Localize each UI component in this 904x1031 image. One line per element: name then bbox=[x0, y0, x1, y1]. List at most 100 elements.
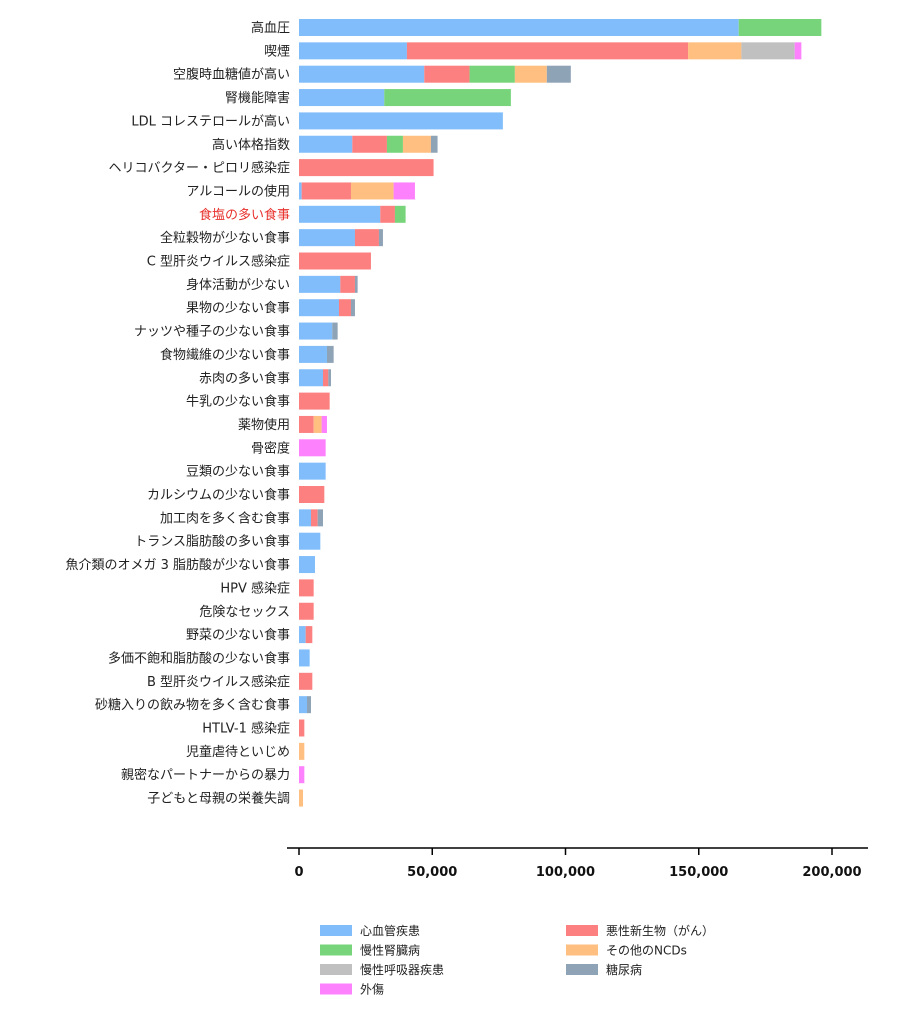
x-tick-label: 50,000 bbox=[407, 865, 457, 880]
bar-segment bbox=[299, 299, 339, 317]
bar-segment bbox=[350, 299, 355, 317]
legend-label: 糖尿病 bbox=[606, 962, 642, 977]
category-label: 腎機能障害 bbox=[225, 90, 290, 106]
bar-segment bbox=[299, 345, 327, 363]
legend-label: 心血管疾患 bbox=[360, 923, 420, 938]
bar-segment bbox=[326, 345, 334, 363]
legend-label: その他のNCDs bbox=[606, 944, 687, 958]
category-label: HPV 感染症 bbox=[220, 580, 290, 596]
category-label: トランス脂肪酸の多い食事 bbox=[134, 534, 290, 550]
bar-segment bbox=[299, 532, 321, 550]
bar-segment bbox=[354, 275, 358, 293]
bar-segment bbox=[299, 602, 314, 620]
category-label: B 型肝炎ウイルス感染症 bbox=[147, 674, 290, 690]
bar-segment bbox=[299, 229, 355, 247]
x-tick-label: 100,000 bbox=[536, 865, 595, 880]
legend-swatch bbox=[566, 944, 598, 956]
bar-segment bbox=[299, 89, 385, 107]
bar-segment bbox=[299, 766, 305, 784]
bar-segment bbox=[322, 369, 329, 387]
bar-segment bbox=[469, 65, 515, 83]
category-label: C 型肝炎ウイルス感染症 bbox=[147, 254, 290, 270]
bar-segment bbox=[741, 42, 795, 60]
bar-segment bbox=[340, 275, 355, 293]
bar-segment bbox=[350, 182, 394, 200]
bar-segment bbox=[299, 19, 739, 36]
bar-segment bbox=[307, 696, 311, 714]
bar-segment bbox=[354, 229, 379, 247]
bar-segment bbox=[299, 719, 305, 737]
bar-segment bbox=[394, 205, 406, 223]
bar-segment bbox=[393, 182, 415, 200]
bar-segment bbox=[299, 205, 381, 223]
category-label: 多価不飽和脂肪酸の少ない食事 bbox=[108, 650, 290, 666]
bar-segment bbox=[352, 135, 387, 153]
bar-segment bbox=[338, 299, 351, 317]
x-tick-label: 150,000 bbox=[669, 865, 728, 880]
bar-segment bbox=[299, 159, 434, 177]
bar-segment bbox=[514, 65, 547, 83]
category-label: 薬物使用 bbox=[238, 417, 290, 433]
category-label: 魚介類のオメガ 3 脂肪酸が少ない食事 bbox=[65, 557, 290, 573]
bar-segment bbox=[310, 509, 318, 527]
category-label: 高い体格指数 bbox=[212, 137, 290, 153]
category-label: 空腹時血糖値が高い bbox=[173, 67, 290, 83]
category-label: 豆類の少ない食事 bbox=[186, 464, 290, 480]
bar-segment bbox=[380, 205, 395, 223]
bar-segment bbox=[299, 182, 302, 200]
x-tick-label: 200,000 bbox=[802, 865, 861, 880]
bar-segment bbox=[406, 42, 689, 60]
bar-segment bbox=[738, 19, 822, 36]
legend-swatch bbox=[320, 983, 352, 995]
bar-segment bbox=[299, 579, 314, 597]
bar-segment bbox=[688, 42, 742, 60]
bar-segment bbox=[299, 509, 311, 527]
category-label: 牛乳の少ない食事 bbox=[186, 394, 290, 410]
category-label: 身体活動が少ない bbox=[186, 277, 290, 293]
legend-label: 慢性呼吸器疾患 bbox=[360, 962, 444, 977]
category-label: 危険なセックス bbox=[199, 605, 290, 620]
category-label: ナッツや種子の少ない食事 bbox=[134, 324, 290, 340]
category-label: 食塩の多い食事 bbox=[199, 207, 290, 223]
bar-segment bbox=[299, 556, 315, 574]
bar-segment bbox=[299, 486, 325, 503]
bar-segment bbox=[384, 89, 511, 107]
legend-swatch bbox=[320, 925, 352, 936]
bar-segment bbox=[299, 65, 425, 83]
category-label: 児童虐待といじめ bbox=[186, 744, 290, 760]
bar-segment bbox=[332, 322, 338, 340]
x-axis: 0 50,000 100,000 150,000 200,000 bbox=[287, 847, 868, 880]
legend-swatch bbox=[320, 944, 352, 956]
bar-segment bbox=[299, 112, 503, 130]
bar-segment bbox=[386, 135, 403, 153]
category-label: 赤肉の多い食事 bbox=[199, 370, 290, 386]
bar-segment bbox=[299, 789, 303, 807]
category-label: ヘリコバクター・ピロリ感染症 bbox=[109, 160, 290, 176]
category-label: 砂糖入りの飲み物を多く含む食事 bbox=[95, 697, 290, 713]
bar-segment bbox=[317, 509, 323, 527]
bar-segment bbox=[299, 392, 330, 410]
bar-segment bbox=[299, 252, 371, 270]
category-label: 全粒穀物が少ない食事 bbox=[160, 230, 290, 246]
category-label: 親密なパートナーからの暴力 bbox=[121, 767, 290, 783]
bar-segment bbox=[402, 135, 431, 153]
category-label: アルコールの使用 bbox=[186, 183, 290, 199]
bar-segment bbox=[328, 369, 331, 387]
legend-swatch bbox=[566, 964, 598, 975]
category-label: 骨密度 bbox=[251, 440, 290, 456]
x-tick-label: 0 bbox=[294, 865, 303, 880]
bar-segment bbox=[424, 65, 470, 83]
bar-segment bbox=[321, 415, 327, 433]
bar-segment bbox=[299, 626, 306, 644]
bar-segment bbox=[299, 415, 314, 433]
legend-swatch bbox=[566, 925, 598, 936]
bar-segment bbox=[299, 322, 333, 340]
bar-segment bbox=[378, 229, 383, 247]
bar-segment bbox=[430, 135, 438, 153]
category-label: 果物の少ない食事 bbox=[186, 300, 290, 316]
bar-segment bbox=[299, 42, 407, 60]
bar-segment bbox=[299, 672, 313, 690]
